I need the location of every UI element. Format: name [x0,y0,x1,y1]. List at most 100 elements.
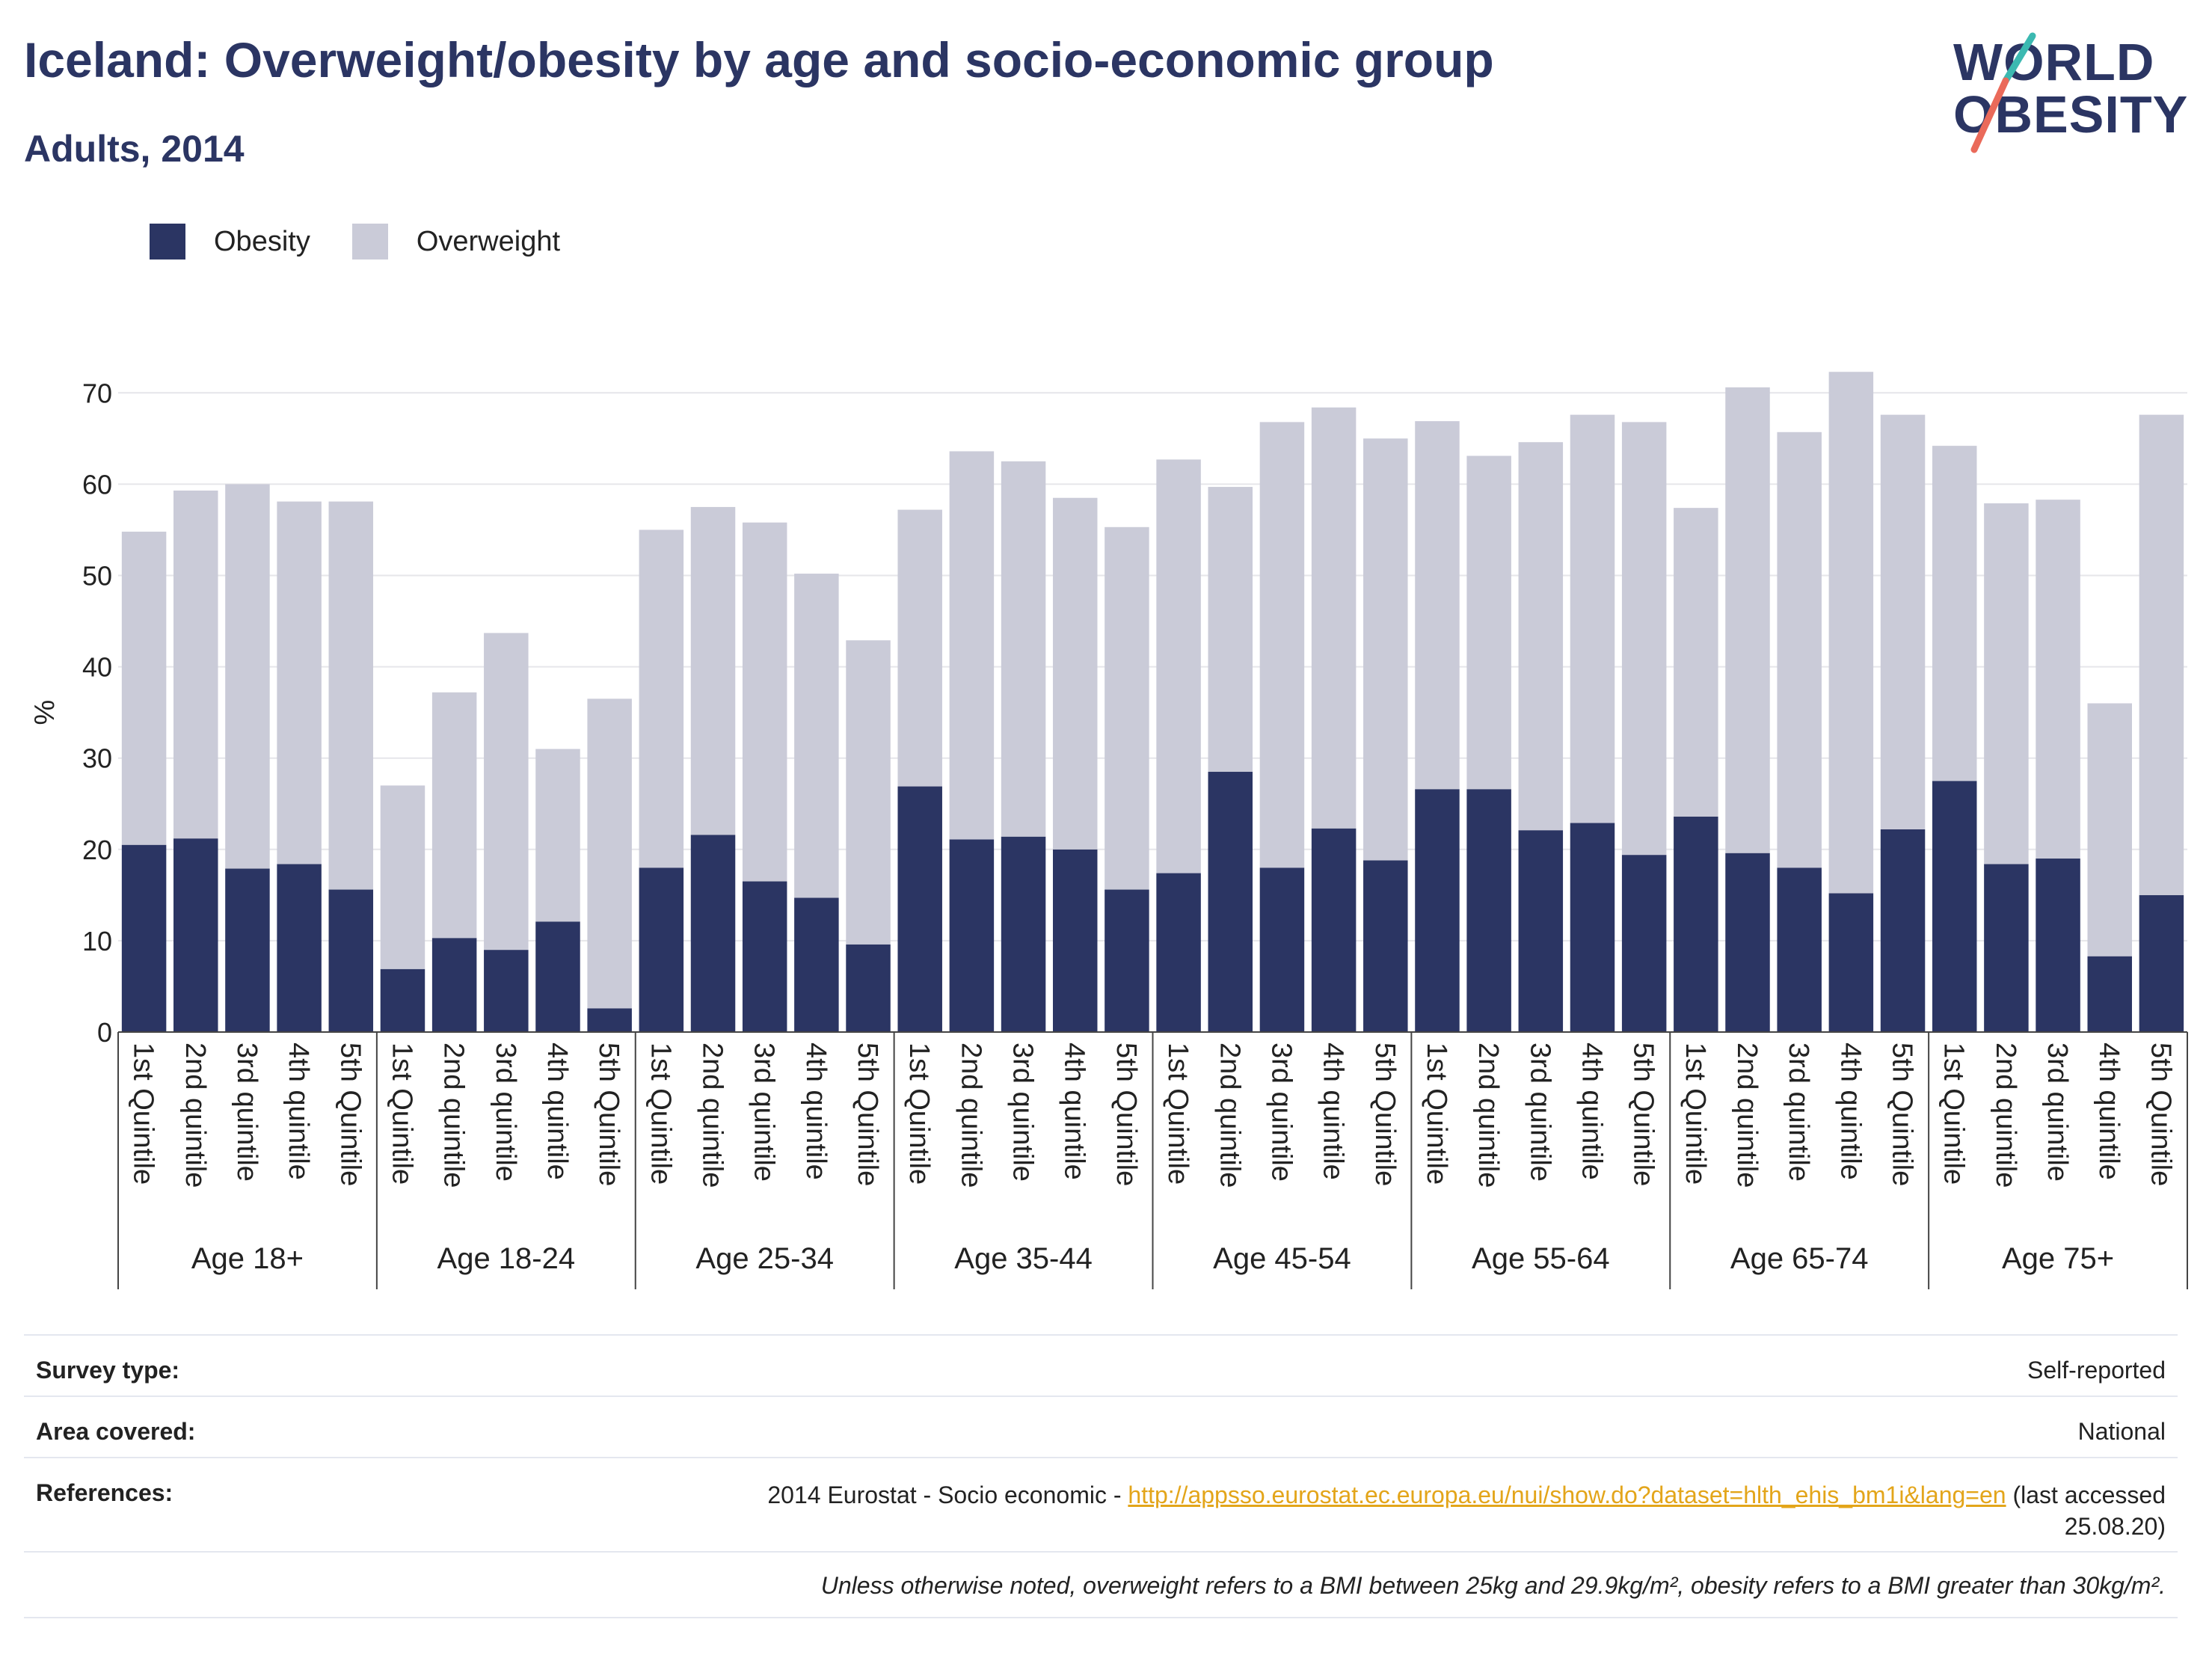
category-label: 4th quintile [1576,1043,1607,1180]
stacked-bar-chart: 0 10 20 30 40 50 60 70% Age 18+ 1st Quintile 2nd q… [29,372,2188,1289]
obesity-bar [1466,789,1511,1032]
category-label: 2nd quintile [955,1043,986,1188]
category-label: 2nd quintile [697,1043,728,1188]
category-label: 5th Quintile [2145,1043,2176,1186]
category-label: 1st Quintile [1421,1043,1452,1185]
category-label: 5th Quintile [1110,1043,1142,1186]
overweight-bar [587,698,632,1009]
category-label: 4th quintile [1059,1043,1090,1180]
overweight-bar [1880,414,1926,829]
references-label: References: [36,1479,173,1506]
category-label: 4th quintile [800,1043,832,1180]
obesity-bar [742,881,787,1032]
category-label: 3rd quintile [2042,1043,2073,1182]
category-label: 4th quintile [541,1043,573,1180]
obesity-bar [897,786,942,1032]
category-label: 4th quintile [1318,1043,1349,1180]
obesity-bar [794,897,839,1032]
category-label: 2nd quintile [1472,1043,1504,1188]
obesity-bar [1777,868,1822,1032]
group-label: Age 65-74 [1730,1242,1869,1275]
overweight-bar [328,501,374,890]
chart-subtitle: Adults, 2014 [24,128,245,170]
category-label: 1st Quintile [128,1043,159,1185]
category-label: 2nd quintile [1990,1043,2021,1188]
overweight-bar [1156,459,1201,873]
obesity-bar [484,950,529,1032]
logo-line-1: WORLD [1953,33,2155,91]
y-tick-label: 30 [82,743,112,774]
references-row: References: 2014 Eurostat - Socio econom… [24,1457,2178,1553]
category-label: 2nd quintile [438,1043,470,1188]
references-link[interactable]: http://appsso.eurostat.ec.europa.eu/nui/… [1128,1481,2006,1508]
obesity-bar [1001,836,1046,1032]
obesity-bar [949,839,995,1032]
overweight-bar [1363,438,1408,861]
world-obesity-logo: WORLD OBESITY [1944,30,2191,157]
y-tick-label: 60 [82,469,112,500]
overweight-bar [225,484,270,869]
obesity-bar [535,921,580,1032]
overweight-bar [1259,422,1305,868]
overweight-bar [277,501,322,865]
obesity-bar [587,1008,632,1032]
obesity-bar [225,868,270,1032]
overweight-bar [1621,422,1667,856]
legend-label-overweight: Overweight [416,225,561,257]
obesity-bar [2087,956,2132,1032]
survey-type-value: Self-reported [2027,1357,2166,1384]
obesity-bar [431,938,477,1032]
overweight-bar [846,640,891,945]
overweight-bar [1001,461,1046,837]
obesity-bar [380,968,425,1032]
obesity-bar [277,864,322,1032]
category-label: 1st Quintile [1938,1043,1970,1185]
footnote-row: Unless otherwise noted, overweight refer… [24,1551,2178,1618]
obesity-bar [1052,849,1098,1032]
category-label: 5th Quintile [334,1043,366,1186]
category-label: 4th quintile [1834,1043,1866,1180]
obesity-bar [1984,864,2029,1032]
obesity-bar [1570,823,1615,1032]
overweight-bar [742,522,787,882]
logo-slash-icon [1970,32,2036,153]
category-label: 2nd quintile [1731,1043,1763,1188]
overweight-bar [690,506,736,835]
references-prefix: 2014 Eurostat - Socio economic - [767,1481,1128,1508]
category-label: 4th quintile [283,1043,314,1180]
obesity-bar [121,844,167,1032]
obesity-bar [328,889,374,1032]
obesity-bar [690,835,736,1032]
obesity-bar [1105,889,1149,1032]
overweight-bar [1984,503,2029,865]
overweight-bar [897,509,942,787]
y-tick-label: 50 [82,561,112,592]
survey-type-row: Survey type: Self-reported [24,1334,2178,1397]
overweight-bar [173,490,218,839]
overweight-bar [2087,703,2132,957]
category-label: 3rd quintile [749,1043,780,1182]
obesity-bar [846,944,891,1032]
obesity-bar [639,868,684,1032]
overweight-bar [380,785,425,969]
area-covered-value: National [2077,1418,2166,1445]
obesity-bar [1311,828,1357,1032]
references-value: 2014 Eurostat - Socio economic - http://… [767,1479,2166,1542]
group-label: Age 75+ [2002,1242,2114,1275]
obesity-bar [1621,855,1667,1032]
overweight-bar [1725,387,1770,853]
category-label: 3rd quintile [1524,1043,1555,1182]
overweight-bar [639,529,684,868]
category-label: 1st Quintile [645,1043,676,1185]
overweight-bar [1311,407,1357,829]
category-label: 1st Quintile [1162,1043,1193,1185]
obesity-bar [2139,894,2184,1032]
legend-item-obesity: Obesity [150,224,310,260]
y-tick-label: 40 [82,652,112,683]
references-suffix-1: (last accessed [2006,1481,2166,1508]
chart-legend: Obesity Overweight [150,221,602,262]
obesity-bar [1880,829,1926,1032]
obesity-bar [1208,772,1253,1032]
category-label: 5th Quintile [1887,1043,1918,1186]
obesity-bar [1828,893,1874,1032]
